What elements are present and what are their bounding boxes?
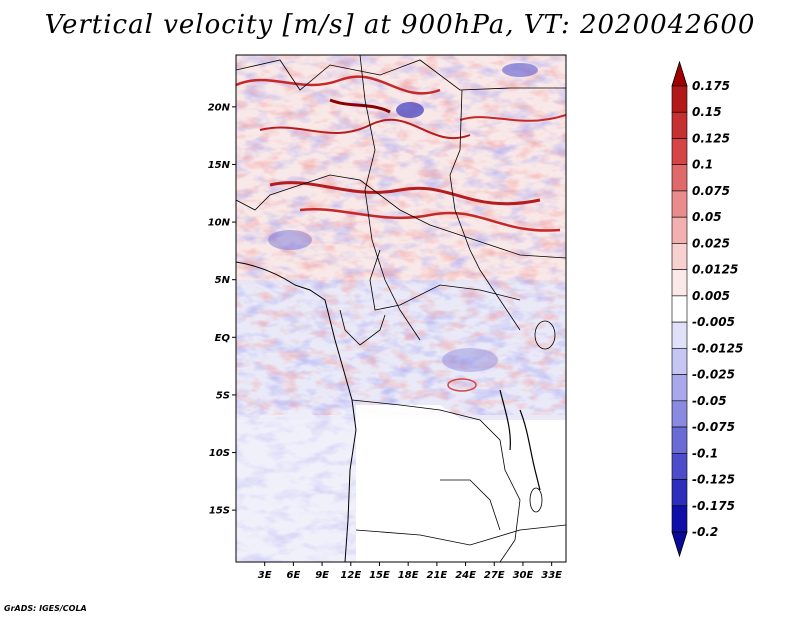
colorbar-swatch [671, 426, 688, 454]
colorbar-label: 0.025 [692, 236, 730, 250]
colorbar-label: 0.075 [692, 184, 730, 198]
colorbar-label: 0.0125 [692, 263, 738, 277]
colorbar-swatch [671, 164, 688, 192]
colorbar-swatch [671, 400, 688, 428]
colorbar-swatch [671, 348, 688, 375]
colorbar-label: -0.125 [692, 473, 735, 487]
colorbar-label: -0.005 [692, 315, 735, 329]
colorbar-swatch [671, 85, 688, 113]
colorbar-top-arrow [671, 60, 688, 87]
chart-title: Vertical velocity [m/s] at 900hPa, VT: 2… [44, 10, 756, 40]
colorbar-swatch [671, 321, 688, 349]
lat-tick-label: 10S [209, 448, 230, 459]
lon-tick-label: 12E [340, 570, 361, 581]
lon-tick-label: 9E [315, 570, 329, 581]
colorbar-label: -0.025 [692, 368, 735, 382]
colorbar-swatch [671, 138, 688, 166]
lon-tick-label: 21E [426, 570, 447, 581]
colorbar-swatch [671, 190, 688, 218]
colorbar-label: -0.075 [692, 420, 735, 434]
lon-tick-label: 30E [513, 570, 534, 581]
lon-tick-label: 3E [258, 570, 272, 581]
colorbar-bottom-arrow [671, 531, 688, 558]
colorbar-label: 0.175 [692, 79, 730, 93]
colorbar-swatch [671, 269, 688, 297]
lon-tick-label: 15E [369, 570, 390, 581]
longitude-axis: 3E 6E 9E 12E 15E 18E 21E 24E 27E 30E 33E [258, 562, 562, 581]
colorbar-label: 0.1 [692, 158, 713, 172]
colorbar-label: 0.125 [692, 131, 730, 145]
colorbar: 0.175 0.15 0.125 0.1 0.075 0.05 0.025 0.0125 0.0… [671, 60, 743, 558]
colorbar-swatch [671, 505, 688, 533]
colorbar-label: 0.05 [692, 210, 722, 224]
colorbar-label: -0.2 [692, 525, 718, 539]
lat-tick-label: 10N [208, 218, 231, 229]
lat-tick-label: 20N [208, 102, 231, 113]
lat-tick-label: 5S [216, 390, 230, 401]
colorbar-swatch [671, 111, 688, 139]
colorbar-swatch [671, 243, 688, 270]
lat-tick-label: 5N [215, 275, 231, 286]
lat-tick-label: EQ [215, 333, 231, 344]
colorbar-label: 0.15 [692, 105, 722, 119]
lat-tick-label: 15S [209, 506, 230, 517]
colorbar-swatch [671, 479, 688, 507]
colorbar-swatch [671, 452, 688, 480]
lat-tick-label: 15N [208, 160, 231, 171]
lon-tick-label: 33E [541, 570, 562, 581]
lon-tick-label: 18E [398, 570, 419, 581]
latitude-axis: 20N 15N 10N 5N EQ 5S 10S 15S [208, 102, 236, 517]
colorbar-label: -0.175 [692, 499, 735, 513]
colorbar-swatch [671, 216, 688, 244]
colorbar-swatch [671, 374, 688, 402]
colorbar-label: -0.0125 [692, 341, 743, 355]
lon-tick-label: 6E [286, 570, 300, 581]
colorbar-label: -0.1 [692, 446, 718, 460]
colorbar-label: 0.005 [692, 289, 730, 303]
colorbar-label: -0.05 [692, 394, 727, 408]
lon-tick-label: 27E [484, 570, 505, 581]
velocity-field [236, 55, 566, 562]
map-frame [235, 54, 567, 563]
lon-tick-label: 24E [455, 570, 476, 581]
grads-credit: GrADS: IGES/COLA [4, 604, 87, 613]
colorbar-swatch [671, 295, 688, 323]
